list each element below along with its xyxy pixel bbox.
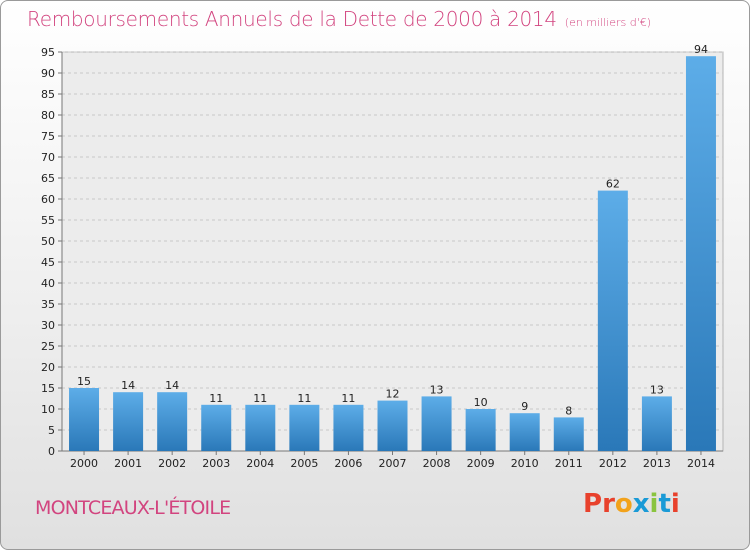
x-tick-label: 2007 [379,457,407,470]
bar-value-label: 9 [521,400,528,413]
logo-letter: r [602,489,615,519]
bar-value-label: 11 [297,392,311,405]
x-tick-label: 2014 [687,457,715,470]
logo-letter: i [649,489,659,519]
y-tick-label: 50 [41,235,55,248]
x-tick-label: 2008 [423,457,451,470]
x-tick-label: 2005 [290,457,318,470]
bar [685,56,716,451]
chart-title: Remboursements Annuels de la Dette de 20… [27,7,651,31]
x-tick-label: 2002 [158,457,186,470]
bar-value-label: 13 [430,383,444,396]
bar [597,190,628,451]
bar-value-label: 15 [77,375,91,388]
logo-letter: x [632,489,650,519]
bar-value-label: 12 [386,388,400,401]
x-tick-label: 2001 [114,457,142,470]
y-tick-label: 85 [41,88,55,101]
bar [553,417,584,451]
y-tick-label: 35 [41,298,55,311]
x-tick-label: 2012 [599,457,627,470]
bar [289,404,320,451]
logo-letter: o [614,489,633,519]
bar [377,400,408,451]
x-tick-label: 2003 [202,457,230,470]
bar-value-label: 62 [606,178,620,191]
y-tick-label: 75 [41,130,55,143]
proxiti-logo: Proxiti [583,489,680,519]
y-tick-label: 0 [48,445,55,458]
x-tick-label: 2010 [511,457,539,470]
chart-title-text: Remboursements Annuels de la Dette de 20… [27,7,557,31]
commune-name: MONTCEAUX-L'ÉTOILE [35,497,231,519]
x-tick-label: 2009 [467,457,495,470]
bar-value-label: 10 [474,396,488,409]
y-tick-label: 30 [41,319,55,332]
bar [201,404,232,451]
x-tick-label: 2013 [643,457,671,470]
logo-letter: i [670,489,680,519]
y-tick-label: 65 [41,172,55,185]
chart-unit: (en milliers d'€) [564,16,652,29]
bar-value-label: 8 [565,404,572,417]
bar [421,396,452,451]
y-tick-label: 40 [41,277,55,290]
x-tick-label: 2000 [70,457,98,470]
y-tick-label: 45 [41,256,55,269]
y-tick-label: 70 [41,151,55,164]
bar-value-label: 94 [694,43,708,56]
y-tick-label: 15 [41,382,55,395]
y-tick-label: 90 [41,67,55,80]
y-tick-label: 10 [41,403,55,416]
bar-value-label: 11 [209,392,223,405]
x-tick-label: 2011 [555,457,583,470]
logo-letter: t [658,489,671,519]
bar [465,409,496,451]
logo-letter: P [583,489,603,519]
bar [69,388,100,451]
x-tick-label: 2006 [334,457,362,470]
bar-value-label: 14 [121,379,135,392]
bar [641,396,672,451]
y-tick-label: 55 [41,214,55,227]
bar [509,413,540,451]
bar-value-label: 11 [341,392,355,405]
y-tick-label: 60 [41,193,55,206]
y-tick-label: 80 [41,109,55,122]
bar [113,392,144,451]
bar-value-label: 11 [253,392,267,405]
y-tick-label: 5 [48,424,55,437]
y-tick-label: 25 [41,340,55,353]
bar [245,404,276,451]
bar-value-label: 14 [165,379,179,392]
x-tick-label: 2004 [246,457,274,470]
bar-value-label: 13 [650,383,664,396]
y-tick-label: 95 [41,46,55,59]
y-tick-label: 20 [41,361,55,374]
bar [157,392,188,451]
bar [333,404,364,451]
